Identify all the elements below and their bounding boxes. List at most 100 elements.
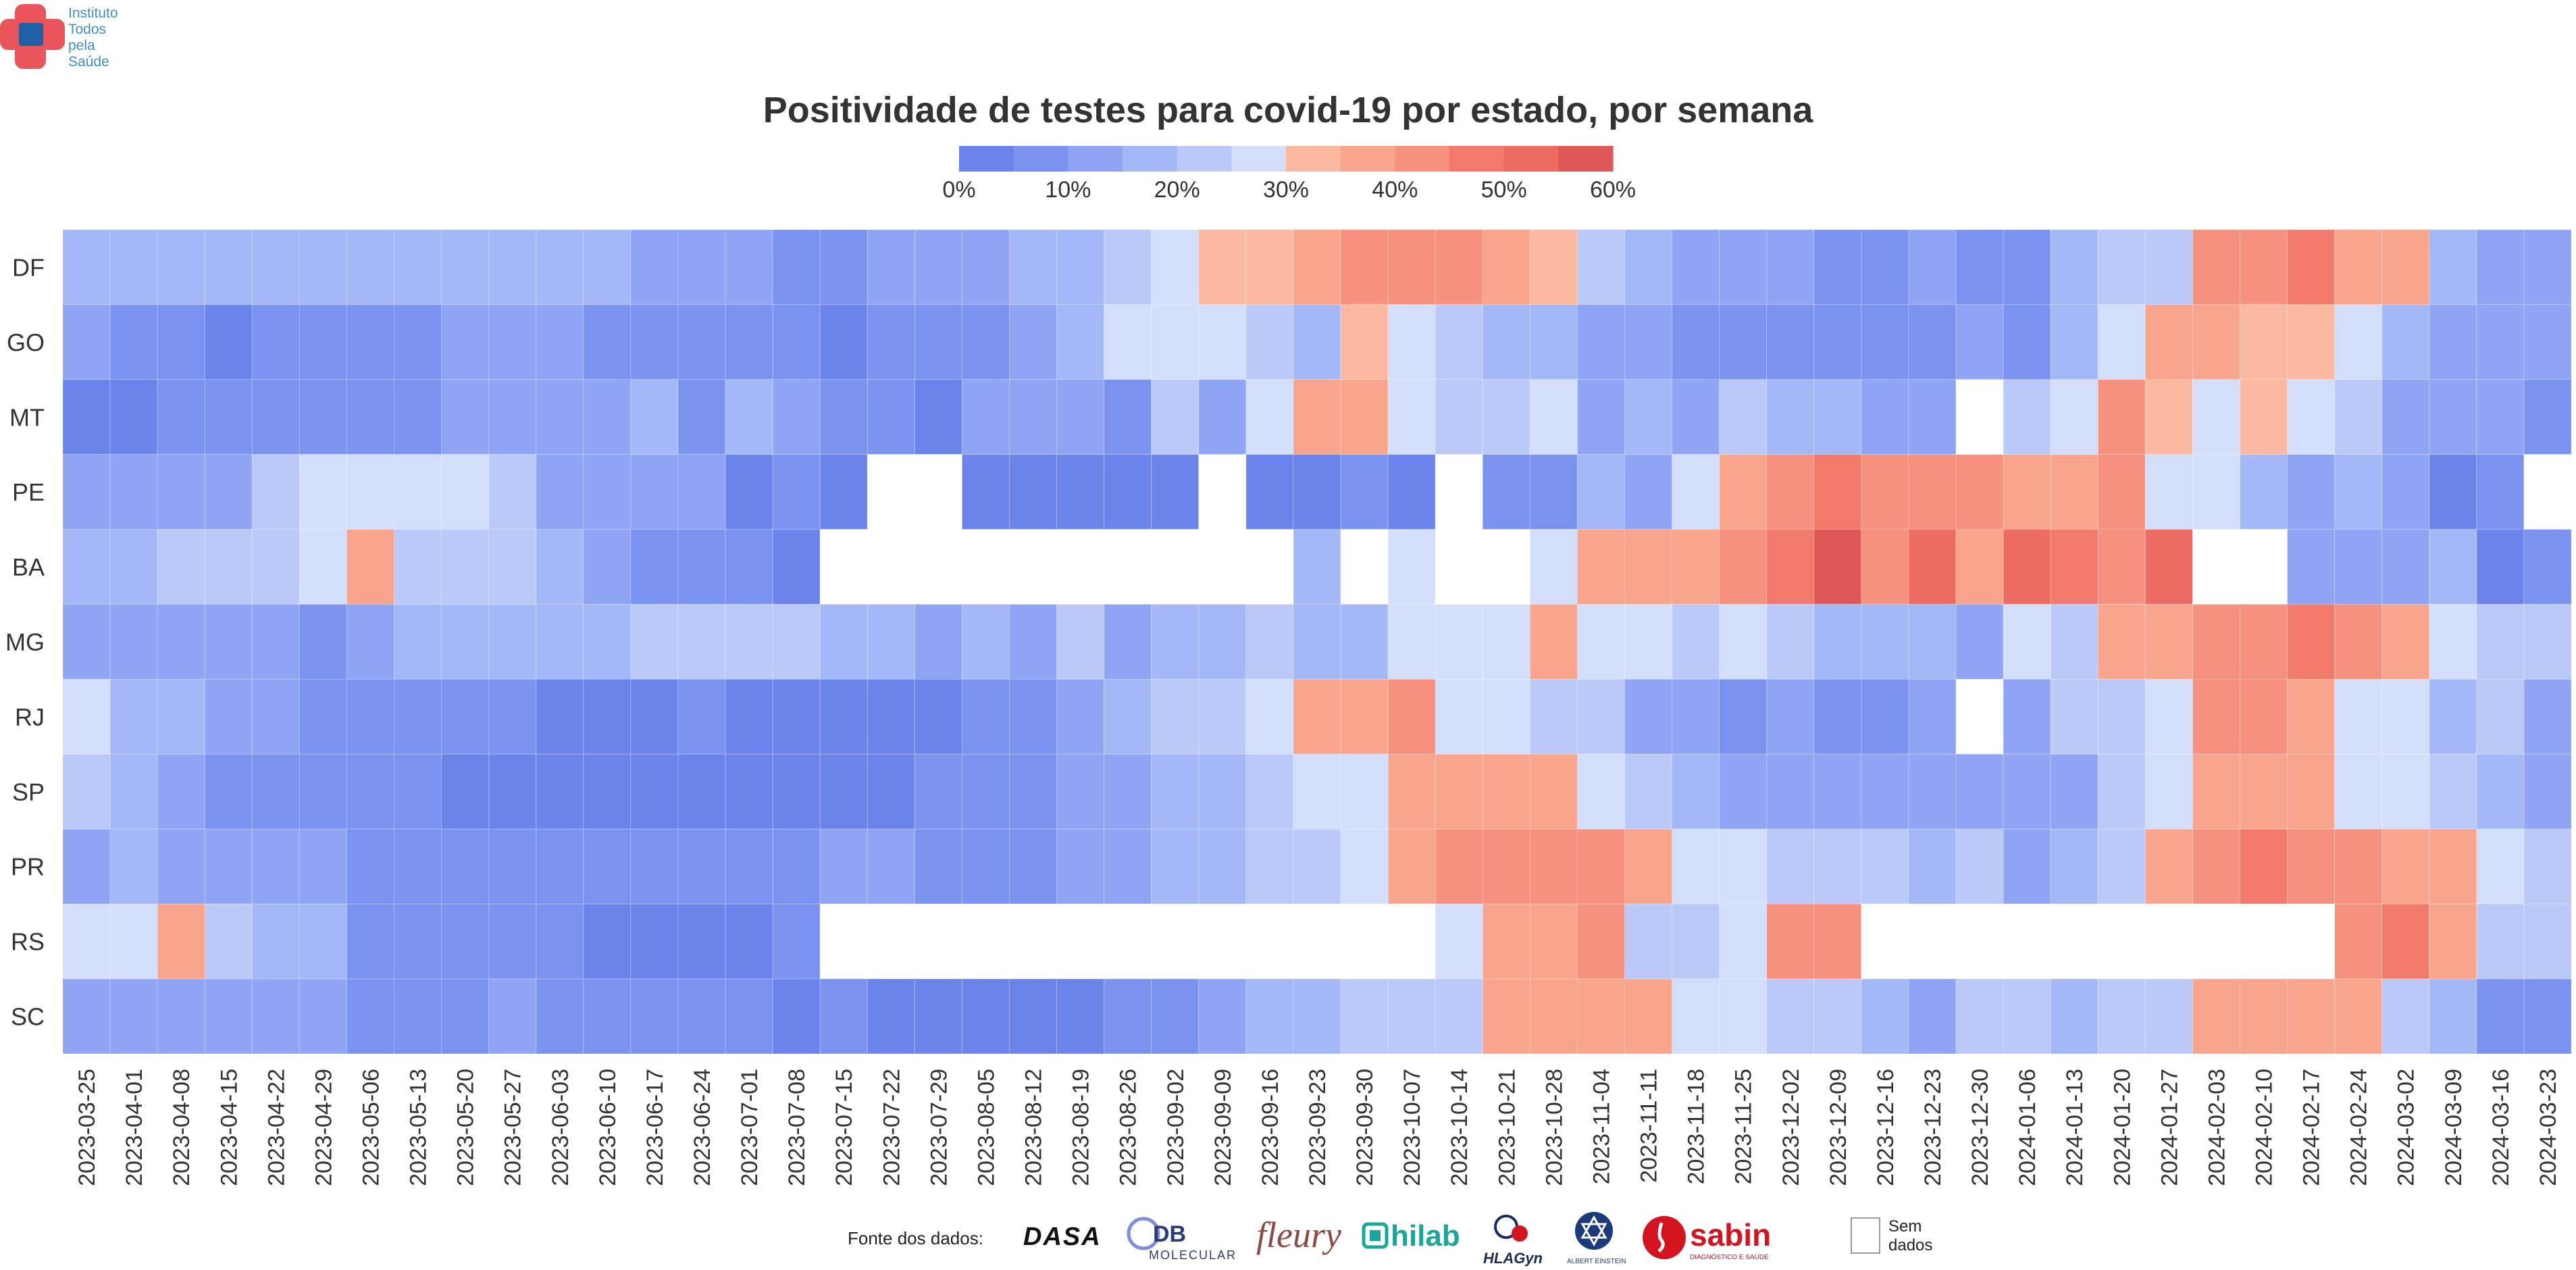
heatmap-cell [630, 604, 679, 680]
heatmap-cell [914, 978, 962, 1055]
heatmap-cell [1056, 229, 1105, 305]
heatmap-cell [2003, 978, 2051, 1055]
y-tick-label: PE [12, 478, 45, 506]
heatmap-cell [961, 604, 1010, 680]
x-tick-label: 2023-09-30 [1352, 1069, 1378, 1186]
heatmap-cell [1529, 304, 1578, 380]
heatmap-cell [2287, 903, 2336, 980]
y-tick-label: MT [9, 403, 45, 431]
heatmap-cell [1435, 379, 1483, 455]
heatmap-cell [299, 753, 347, 830]
heatmap-cell [1482, 978, 1530, 1055]
heatmap-cell [725, 379, 773, 455]
legend-tick-label: 20% [1154, 177, 1200, 203]
heatmap-cell [2523, 678, 2572, 755]
heatmap-cell [2476, 828, 2525, 905]
heatmap-cell [1576, 304, 1625, 380]
x-tick-label: 2023-12-30 [1967, 1069, 1993, 1186]
heatmap-cell [1529, 678, 1578, 755]
heatmap-cell [914, 678, 962, 755]
chart-title: Positividade de testes para covid-19 por… [763, 90, 1813, 130]
x-tick-label: 2024-01-06 [2015, 1069, 2040, 1186]
y-tick-label: SC [11, 1003, 45, 1031]
heatmap-cell [1009, 529, 1058, 605]
heatmap-cell [725, 229, 773, 305]
heatmap-cell [914, 903, 962, 980]
heatmap-cell [109, 604, 158, 680]
heatmap-cell [2381, 753, 2430, 830]
heatmap-cell [1009, 379, 1058, 455]
heatmap-cell [2144, 379, 2193, 455]
heatmap-cell [1482, 229, 1530, 305]
heatmap-cell [2381, 379, 2430, 455]
heatmap-cell [62, 978, 111, 1055]
heatmap-cell [1245, 903, 1294, 980]
heatmap-cell [2003, 454, 2051, 530]
heatmap-cell [1293, 229, 1341, 305]
heatmap-cell [1766, 229, 1815, 305]
x-tick-label: 2023-06-10 [595, 1069, 621, 1186]
heatmap-cell [204, 903, 253, 980]
heatmap-cell [2476, 304, 2525, 380]
heatmap-cell [1766, 304, 1815, 380]
heatmap-cell [725, 529, 773, 605]
heatmap-cell [2097, 828, 2146, 905]
heatmap-cell [1672, 379, 1720, 455]
heatmap-cell [62, 828, 111, 905]
heatmap-cell [2239, 978, 2288, 1055]
heatmap-cell [62, 903, 111, 980]
heatmap-cell [2144, 454, 2193, 530]
heatmap-cell [630, 229, 679, 305]
heatmap-cell [2003, 604, 2051, 680]
legend-swatch [959, 146, 1014, 172]
heatmap-cell [2239, 604, 2288, 680]
heatmap-cell [1104, 379, 1152, 455]
heatmap-cell [1719, 229, 1768, 305]
x-tick-label: 2023-05-13 [406, 1069, 432, 1186]
heatmap-cell [1293, 828, 1341, 905]
heatmap-cell [1766, 828, 1815, 905]
heatmap-cell [1435, 604, 1483, 680]
x-tick-label: 2024-02-10 [2252, 1069, 2277, 1186]
svg-text:DASA: DASA [1023, 1223, 1102, 1251]
legend-swatch [1123, 146, 1178, 172]
heatmap-cell [109, 229, 158, 305]
heatmap-cell [1482, 753, 1530, 830]
heatmap-cell [1813, 753, 1862, 830]
heatmap-cell [2050, 529, 2098, 605]
legend-swatch [1013, 146, 1068, 172]
heatmap-cell [867, 604, 915, 680]
heatmap-cell [1482, 379, 1530, 455]
heatmap-cell [346, 529, 395, 605]
heatmap-cell [488, 304, 537, 380]
legend-swatch [1068, 146, 1123, 172]
heatmap-cell [1104, 454, 1152, 530]
heatmap-cell [204, 304, 253, 380]
heatmap-cell [109, 978, 158, 1055]
heatmap-cell [2239, 753, 2288, 830]
heatmap-cell [1056, 678, 1105, 755]
heatmap-cell [2429, 978, 2477, 1055]
heatmap-cell [157, 529, 205, 605]
heatmap-cell [1340, 454, 1389, 530]
heatmap-cell [961, 753, 1010, 830]
heatmap-cell [1813, 454, 1862, 530]
heatmap-cell [157, 828, 205, 905]
heatmap-cell [299, 828, 347, 905]
heatmap-cell [1624, 379, 1673, 455]
heatmap-cell [346, 978, 395, 1055]
heatmap-cell [2523, 604, 2572, 680]
heatmap-cell [1955, 978, 2004, 1055]
heatmap-cell [583, 529, 632, 605]
heatmap-cell [1009, 678, 1058, 755]
legend-swatch [1395, 146, 1450, 172]
heatmap-cell [914, 753, 962, 830]
heatmap-cell [2381, 978, 2430, 1055]
heatmap-cell [251, 753, 300, 830]
heatmap-cell [772, 828, 821, 905]
heatmap-cell [1529, 454, 1578, 530]
heatmap-cell [2429, 454, 2477, 530]
heatmap-cell [819, 454, 868, 530]
legend-swatch [1231, 146, 1287, 172]
legend-swatch [1177, 146, 1232, 172]
